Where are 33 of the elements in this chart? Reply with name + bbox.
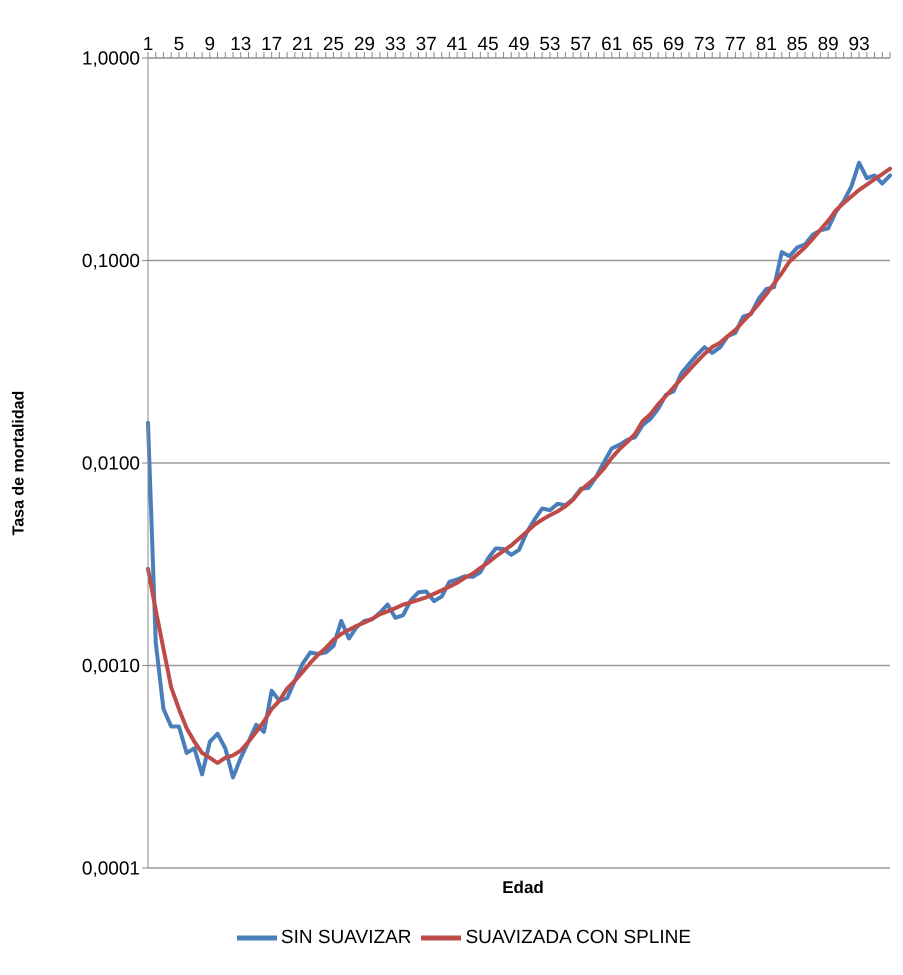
x-tick-label: 49 [508,34,530,55]
x-tick-label: 25 [322,34,344,55]
y-axis-title: Tasa de mortalidad [10,390,28,536]
x-tick-label: 45 [478,34,499,55]
x-tick-label: 57 [570,34,592,55]
x-tick-label: 61 [601,34,622,55]
x-tick-label: 89 [818,34,839,55]
x-tick-label: 65 [632,34,654,55]
x-tick-label: 21 [292,34,314,55]
x-tick-label: 13 [230,34,252,55]
x-tick-label: 1 [142,34,154,55]
x-tick-label: 53 [539,34,560,55]
x-tick-label: 17 [261,34,282,55]
y-tick-label: 0,0001 [82,858,140,880]
x-tick-label: 81 [756,34,777,55]
y-tick-label: 0,0100 [82,454,140,475]
x-tick-label: 37 [416,34,437,55]
legend-label: SUAVIZADA CON SPLINE [465,927,692,948]
x-tick-label: 5 [174,34,184,55]
x-tick-label: 9 [204,34,216,55]
x-tick-label: 69 [663,34,684,55]
x-tick-label: 41 [446,34,468,55]
x-axis-title: Edad [501,878,545,898]
x-tick-label: 29 [354,34,375,55]
y-tick-label: 0,0010 [82,656,140,678]
y-tick-label: 0,1000 [82,251,140,272]
x-tick-label: 33 [384,34,406,55]
x-tick-label: 93 [848,34,870,55]
x-tick-label: 77 [724,34,746,55]
legend-label: SIN SUAVIZAR [280,927,412,948]
x-tick-label: 85 [786,34,808,55]
y-tick-label: 1,0000 [82,48,140,70]
x-tick-label: 73 [694,34,716,55]
